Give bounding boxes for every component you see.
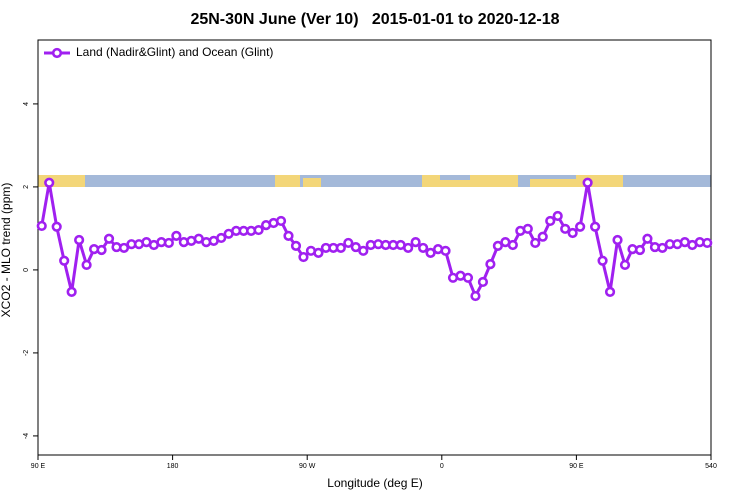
data-point (283, 230, 294, 241)
data-point (410, 237, 421, 248)
data-point (59, 255, 70, 266)
data-point (522, 223, 533, 234)
data-point (403, 242, 414, 254)
data-point (582, 177, 593, 188)
data-point (418, 242, 429, 254)
data-point (253, 224, 264, 236)
legend-marker (51, 47, 63, 59)
data-point (51, 221, 62, 232)
data-point (96, 244, 107, 256)
data-point (657, 242, 668, 254)
data-point (440, 245, 451, 256)
x-tick-label: 90 E (31, 463, 46, 470)
data-point (36, 220, 47, 232)
data-point (103, 233, 115, 244)
plot-frame (37, 39, 712, 456)
y-tick-label: -4 (23, 433, 30, 439)
x-tick-label: 0 (440, 463, 444, 470)
data-point (118, 242, 130, 254)
series-line (40, 182, 708, 300)
data-point (589, 221, 601, 232)
x-tick-label: 540 (705, 463, 717, 470)
data-point (470, 290, 481, 302)
data-point (44, 177, 55, 188)
data-point (350, 241, 361, 253)
data-point (545, 215, 556, 227)
y-tick-label: 4 (23, 102, 30, 106)
data-point (81, 259, 92, 271)
y-axis-label: XCO2 - MLO trend (ppm) (0, 183, 13, 318)
data-point (612, 234, 623, 246)
legend-label: Land (Nadir&Glint) and Ocean (Glint) (76, 45, 273, 59)
data-point (530, 237, 541, 249)
data-point (619, 259, 631, 271)
data-point (702, 237, 713, 249)
data-point (343, 237, 354, 249)
data-point (290, 240, 302, 251)
data-point (552, 210, 563, 222)
map-strip (38, 175, 711, 187)
x-tick-label: 90 E (569, 463, 584, 470)
data-point (642, 233, 653, 244)
data-point (537, 231, 548, 242)
data-point (507, 239, 518, 251)
y-tick-label: 0 (23, 268, 30, 272)
data-point (634, 244, 646, 256)
data-point (425, 247, 436, 258)
data-point (171, 230, 182, 241)
data-point (604, 286, 616, 298)
y-tick-label: -2 (23, 350, 30, 356)
y-tick-label: 2 (23, 185, 30, 189)
x-tick-label: 180 (167, 463, 179, 470)
data-point (66, 286, 77, 298)
data-point (298, 251, 309, 263)
data-point (163, 237, 174, 249)
data-point (485, 259, 496, 270)
data-point (492, 240, 503, 251)
data-point (216, 232, 227, 244)
data-point (74, 234, 85, 246)
data-point (575, 221, 586, 232)
data-point (477, 276, 489, 288)
data-point (335, 242, 346, 254)
x-axis-label: Longitude (deg E) (327, 476, 422, 490)
x-tick-label: 90 W (299, 463, 316, 470)
data-point (567, 227, 578, 239)
data-point (597, 255, 608, 266)
data-point (275, 215, 287, 227)
data-point (462, 272, 474, 283)
chart-title: 25N-30N June (Ver 10) 2015-01-01 to 2020… (190, 11, 559, 28)
data-point (358, 245, 369, 256)
data-point (313, 247, 324, 258)
data-point (560, 223, 571, 234)
